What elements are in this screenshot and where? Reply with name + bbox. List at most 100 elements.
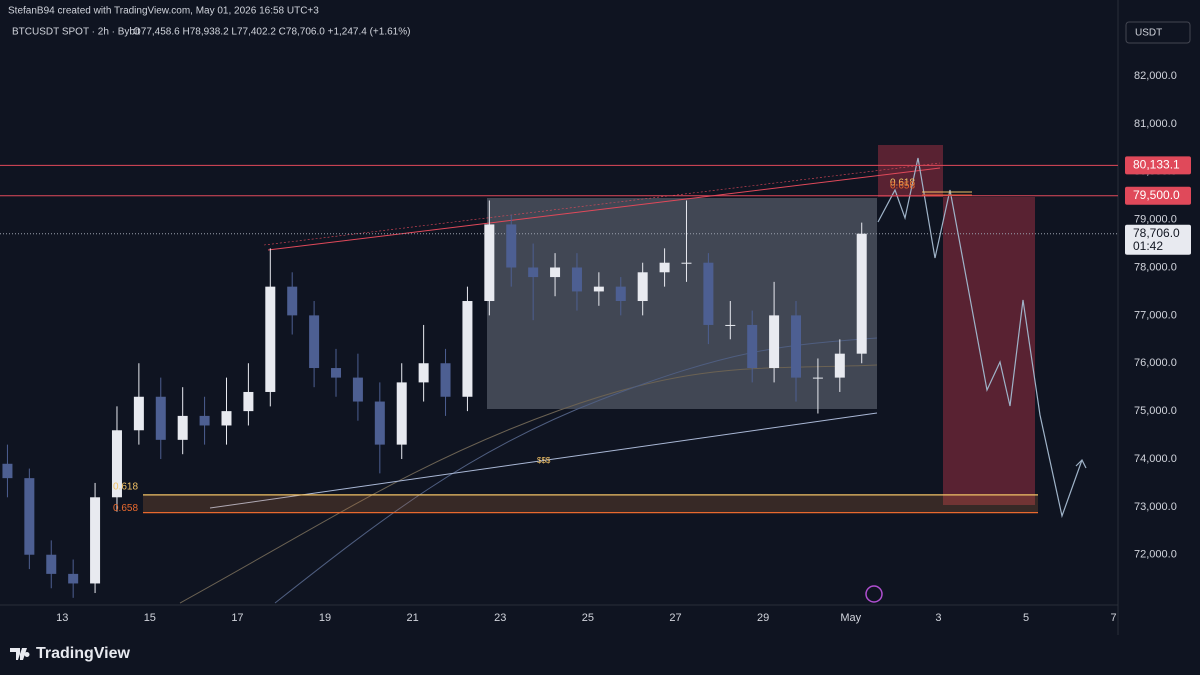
event-icon[interactable] [865,585,883,603]
candle-body [331,368,342,378]
candle-body [396,382,407,445]
candle-body [68,573,79,584]
y-tick-label: 76,000.0 [1134,357,1177,369]
short-target-box [943,197,1035,505]
trend-line [263,162,941,246]
level-label: 79,500.0 [1133,188,1180,202]
last-price-label: 78,706.0 [1133,226,1180,240]
support-line [209,412,878,509]
brand: TradingView [36,645,131,662]
candle-body [352,377,363,402]
x-tick-label: 23 [494,612,506,624]
candle-body [571,267,582,292]
x-tick-label: 27 [669,612,681,624]
level-label-box [1125,186,1191,205]
candle-body [506,224,517,268]
x-tick-label: 17 [231,612,243,624]
level-label: 80,133.1 [1133,158,1180,172]
candles [2,200,867,598]
candle-body [856,233,867,354]
candle-body [637,272,648,302]
level-label-box [1125,156,1191,175]
candle-body [155,396,166,440]
last-price-box [1125,224,1191,255]
candle-body [111,430,122,498]
trend-line [267,167,941,251]
x-tick-label: May [840,612,861,624]
credit: StefanB94 created with TradingView.com, … [8,6,319,17]
y-tick-label: 72,000.0 [1134,549,1177,561]
fib-label: 0.658 [113,503,138,514]
candle-body [484,224,495,302]
y-tick-label: 74,000.0 [1134,453,1177,465]
symbol: BTCUSDT SPOT · 2h · Bybit [12,27,140,38]
candle-body [90,497,101,584]
candle-body [769,315,780,369]
candle-body [418,363,429,383]
candle-body [46,554,57,574]
candle-body [221,411,232,426]
candle-body [747,324,758,369]
ohlc: O77,458.6 H78,938.2 L77,402.2 C78,706.0 … [133,27,410,38]
labels: 0.6180.6580.6180.658$$$72,000.073,000.07… [56,70,1191,624]
candle-body [834,353,845,378]
fib-label: 0.618 [113,482,138,493]
y-tick-label: 79,000.0 [1134,214,1177,226]
x-tick-label: 7 [1111,612,1117,624]
candle-body [659,262,670,273]
candle-body [440,363,451,397]
candle-body [2,463,13,479]
candle-body [593,286,604,292]
liquidity-label: $$$ [537,456,551,465]
y-tick-label: 82,000.0 [1134,70,1177,82]
moving-average [274,337,878,604]
candle-body [528,267,539,278]
candle-body [725,324,736,326]
x-tick-label: 13 [56,612,68,624]
candle-body [265,286,276,392]
candle-body [24,478,35,555]
drawings [0,145,1118,604]
candle-body [243,391,254,412]
footer [0,635,1200,675]
y-tick-label: 78,000.0 [1134,261,1177,273]
zone-fib-label: 0.658 [890,181,915,192]
projection-arrow [1075,458,1087,469]
projection-path [877,157,1083,519]
countdown: 01:42 [1133,239,1163,253]
candle-body [812,377,823,379]
fib-zone [143,494,1038,513]
candle-body [309,315,320,369]
x-tick-label: 5 [1023,612,1029,624]
currency: USDT [1135,28,1162,39]
range-box [487,198,877,409]
candle-body [462,301,473,397]
y-tick-label: 81,000.0 [1134,118,1177,130]
y-tick-label: 77,000.0 [1134,309,1177,321]
x-tick-label: 3 [935,612,941,624]
candle-body [681,262,692,264]
candle-body [550,267,561,278]
y-tick-label: 75,000.0 [1134,405,1177,417]
candle-body [791,315,802,378]
x-tick-label: 19 [319,612,331,624]
zone-fib-label: 0.618 [890,178,915,189]
candle-body [199,415,210,426]
y-tick-label: 73,000.0 [1134,501,1177,513]
brand-logo [10,648,30,660]
candle-body [177,415,188,440]
x-tick-label: 25 [582,612,594,624]
x-tick-label: 15 [144,612,156,624]
x-tick-label: 21 [407,612,419,624]
candle-body [133,396,144,431]
short-entry-box [878,145,943,197]
candle-body [374,401,385,445]
candle-body [615,286,626,302]
candle-body [287,286,298,316]
x-tick-label: 29 [757,612,769,624]
candle-body [703,262,714,325]
currency-box[interactable] [1125,21,1191,44]
